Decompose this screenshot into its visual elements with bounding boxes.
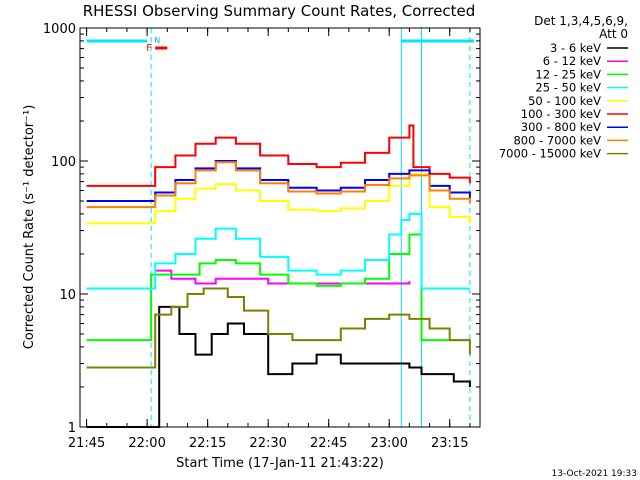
legend-label-4: 50 - 100 keV (528, 94, 601, 108)
x-tick-label: 22:00 (128, 436, 165, 451)
legend-label-6: 300 - 800 keV (521, 120, 601, 134)
x-tick-label: 21:45 (68, 436, 105, 451)
legend-label-0: 3 - 6 keV (550, 41, 601, 55)
series-line-3 (86, 212, 470, 290)
chart-title: RHESSI Observing Summary Count Rates, Co… (83, 2, 476, 20)
legend-label-3: 25 - 50 keV (535, 81, 601, 95)
y-tick-label: 1 (68, 421, 76, 436)
series-line-7 (86, 161, 471, 209)
x-axis-label: Start Time (17-Jan-11 21:43:22) (176, 456, 384, 471)
y-tick-label: 1000 (43, 22, 76, 37)
series-line-8 (86, 287, 471, 369)
x-tick-label: 23:00 (370, 436, 407, 451)
y-axis-label: Corrected Count Rate (s⁻¹ detector⁻¹) (22, 105, 37, 350)
flag-f-label: F (146, 43, 152, 54)
footer-timestamp: 13-Oct-2021 19:33 (552, 469, 637, 479)
x-axis: 21:45 22:00 22:15 22:30 22:45 23:00 23:15 (68, 28, 471, 451)
flag-bars: FN (86, 28, 474, 427)
y-axis: 1 10 100 1000 (43, 22, 480, 436)
legend-label-8: 7000 - 15000 keV (499, 147, 601, 161)
series-layer (86, 124, 471, 428)
plot-frame (79, 27, 481, 428)
legend-header-line-1: Det 1,3,4,5,6,9, (534, 14, 628, 28)
x-tick-label: 22:30 (249, 436, 286, 451)
series-line-5 (86, 124, 471, 187)
legend-label-1: 6 - 12 keV (543, 54, 601, 68)
x-tick-label: 22:45 (310, 436, 347, 451)
series-line-4 (86, 172, 471, 225)
legend-header-line-2: Att 0 (599, 27, 628, 41)
x-tick-label: 23:15 (431, 436, 468, 451)
series-line-6 (86, 160, 471, 202)
y-tick-label: 10 (59, 288, 76, 303)
series-line-1 (155, 269, 411, 285)
legend-label-7: 800 - 7000 keV (513, 133, 601, 147)
y-tick-label: 100 (51, 155, 76, 170)
flag-n-label: N (154, 36, 160, 45)
series-line-0 (86, 305, 471, 428)
x-tick-label: 22:15 (189, 436, 226, 451)
legend-label-2: 12 - 25 keV (535, 67, 601, 81)
series-line-2 (86, 233, 470, 342)
legend-label-5: 100 - 300 keV (521, 107, 601, 121)
